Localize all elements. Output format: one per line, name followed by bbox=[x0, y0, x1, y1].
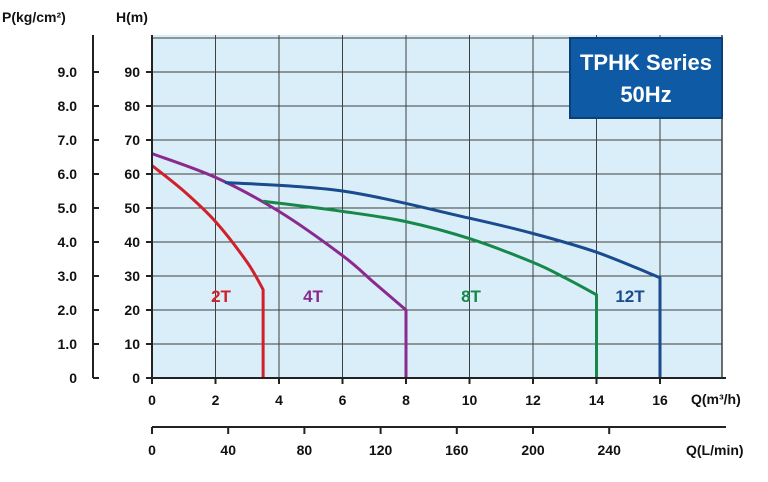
series-labels: 2T 4T 8T 12T bbox=[211, 287, 645, 306]
pressure-tick-label: 9.0 bbox=[58, 64, 78, 80]
flow-m3h-tick-label: 2 bbox=[212, 392, 220, 408]
flow-lmin-tick-label: 0 bbox=[148, 442, 156, 458]
series-title-badge: TPHK Series 50Hz bbox=[569, 37, 723, 119]
flow-m3h-tick-label: 6 bbox=[339, 392, 347, 408]
flow-m3h-tick-label: 10 bbox=[462, 392, 478, 408]
series-label-2t: 2T bbox=[211, 287, 231, 306]
head-tick-label: 0 bbox=[132, 370, 140, 386]
series-label-12t: 12T bbox=[615, 287, 645, 306]
head-tick-label: 10 bbox=[124, 336, 140, 352]
head-axis: 0 10 20 30 40 50 60 70 80 90 bbox=[124, 64, 152, 386]
curve-4t bbox=[151, 152, 408, 378]
badge-background bbox=[569, 37, 723, 119]
head-tick-label: 20 bbox=[124, 302, 140, 318]
flow-m3h-tick-label: 0 bbox=[148, 392, 156, 408]
flow-lmin-axis: 0 40 80 120 160 200 240 bbox=[148, 427, 621, 458]
head-tick-label: 70 bbox=[124, 132, 140, 148]
head-tick-label: 60 bbox=[124, 166, 140, 182]
pressure-tick-label: 1.0 bbox=[58, 336, 78, 352]
series-label-8t: 8T bbox=[461, 287, 481, 306]
performance-curves bbox=[151, 152, 662, 378]
flow-m3h-tick-label: 14 bbox=[589, 392, 605, 408]
head-tick-label: 30 bbox=[124, 268, 140, 284]
pressure-tick-label: 2.0 bbox=[58, 302, 78, 318]
flow-m3h-tick-label: 8 bbox=[402, 392, 410, 408]
head-tick-label: 90 bbox=[124, 64, 140, 80]
flow-m3h-tick-label: 4 bbox=[275, 392, 283, 408]
head-tick-label: 40 bbox=[124, 234, 140, 250]
badge-title: TPHK Series bbox=[580, 50, 712, 75]
pressure-tick-label: 0 bbox=[69, 370, 77, 386]
pressure-axis: 0 1.0 2.0 3.0 4.0 5.0 6.0 7.0 8.0 9.0 bbox=[58, 64, 99, 386]
flow-lmin-tick-label: 120 bbox=[369, 442, 393, 458]
flow-m3h-tick-label: 16 bbox=[652, 392, 668, 408]
pressure-axis-title: P(kg/cm²) bbox=[2, 9, 66, 25]
pressure-tick-label: 6.0 bbox=[58, 166, 78, 182]
curve-8t bbox=[262, 199, 598, 378]
flow-lmin-tick-label: 200 bbox=[521, 442, 545, 458]
flow-m3h-tick-label: 12 bbox=[525, 392, 541, 408]
head-axis-title: H(m) bbox=[116, 9, 148, 25]
flow-m3h-axis-title: Q(m³/h) bbox=[691, 391, 741, 407]
badge-subtitle: 50Hz bbox=[620, 82, 671, 107]
flow-lmin-axis-title: Q(L/min) bbox=[686, 442, 744, 458]
flow-lmin-tick-label: 80 bbox=[297, 442, 313, 458]
curve-2t bbox=[151, 164, 265, 378]
curve-12t bbox=[224, 181, 662, 378]
pressure-tick-label: 8.0 bbox=[58, 98, 78, 114]
flow-m3h-axis: 0 2 4 6 8 10 12 14 16 bbox=[148, 378, 668, 408]
pressure-tick-label: 7.0 bbox=[58, 132, 78, 148]
pressure-tick-label: 3.0 bbox=[58, 268, 78, 284]
series-label-4t: 4T bbox=[303, 287, 323, 306]
flow-lmin-tick-label: 240 bbox=[598, 442, 622, 458]
pressure-tick-label: 5.0 bbox=[58, 200, 78, 216]
head-tick-label: 80 bbox=[124, 98, 140, 114]
head-tick-label: 50 bbox=[124, 200, 140, 216]
flow-lmin-tick-label: 160 bbox=[445, 442, 469, 458]
pressure-tick-label: 4.0 bbox=[58, 234, 78, 250]
flow-lmin-tick-label: 40 bbox=[220, 442, 236, 458]
